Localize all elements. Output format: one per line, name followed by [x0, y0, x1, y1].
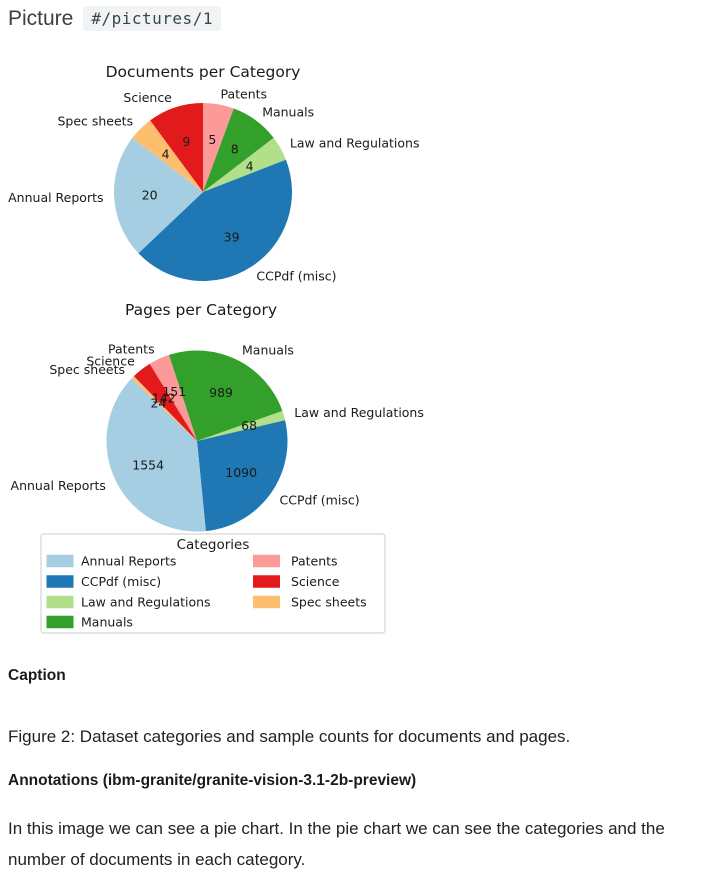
pie-slice: [203, 108, 274, 192]
slice-category-label: Spec sheets: [49, 362, 125, 377]
slice-category-label: Patents: [221, 86, 268, 101]
pie-slice: [149, 354, 197, 441]
slice-value-label: 20: [142, 187, 158, 202]
slice-category-label: CCPdf (misc): [256, 269, 336, 284]
legend-label: Law and Regulations: [81, 595, 211, 610]
pie-slice: [203, 103, 234, 192]
legend-title: Categories: [177, 537, 250, 553]
slice-value-label: 4: [246, 158, 254, 173]
pie-slice: [203, 137, 286, 192]
legend-label: Annual Reports: [81, 554, 176, 569]
legend-label: Science: [291, 574, 340, 589]
pie-slice: [150, 103, 203, 192]
slice-category-label: Spec sheets: [57, 113, 133, 128]
legend-swatch: [46, 615, 74, 629]
legend-swatch: [46, 554, 74, 568]
legend-label: Manuals: [81, 615, 133, 630]
pie-slice: [132, 120, 203, 192]
legend-swatch: [46, 575, 74, 588]
slice-category-label: Science: [86, 354, 135, 369]
slice-category-label: Manuals: [262, 104, 314, 119]
slice-category-label: Manuals: [242, 343, 294, 358]
slice-value-label: 4: [162, 146, 170, 161]
legend-box: [40, 533, 386, 634]
slice-value-label: 39: [224, 230, 240, 245]
slice-value-label: 9: [182, 134, 190, 149]
caption-text: Figure 2: Dataset categories and sample …: [8, 727, 571, 746]
pie-slice: [133, 363, 197, 441]
legend-swatch: [46, 595, 74, 609]
legend-swatch: [253, 595, 280, 609]
slice-value-label: 5: [208, 132, 216, 147]
pie-slice: [138, 159, 293, 282]
legend-label: CCPdf (misc): [81, 574, 161, 589]
pie-slice: [106, 378, 206, 532]
annotation-text: In this image we can see a pie chart. In…: [8, 819, 665, 869]
caption-heading: Caption: [8, 667, 66, 684]
slice-value-label: 151: [162, 384, 186, 399]
picture-path-code: #/pictures/1: [83, 6, 221, 31]
legend-swatch: [253, 554, 280, 568]
slice-category-label: Patents: [108, 341, 155, 356]
slice-category-label: Annual Reports: [8, 190, 103, 205]
slice-value-label: 1554: [132, 457, 164, 472]
pie-slice: [113, 137, 203, 254]
pie-slice: [197, 411, 286, 441]
slice-category-label: Science: [123, 90, 172, 105]
slice-value-label: 68: [241, 418, 257, 433]
slice-value-label: 8: [231, 142, 239, 157]
slice-value-label: 142: [152, 391, 176, 406]
pie-slice: [131, 376, 197, 441]
pie-title: Documents per Category: [106, 63, 301, 81]
legend-swatch: [253, 575, 280, 588]
slice-category-label: CCPdf (misc): [280, 493, 360, 508]
pie-slice: [197, 420, 288, 532]
slice-category-label: Annual Reports: [11, 478, 106, 493]
slice-category-label: Law and Regulations: [290, 136, 420, 151]
pie-slice: [169, 350, 283, 441]
legend-label: Spec sheets: [291, 595, 367, 610]
annotations-heading: Annotations (ibm-granite/granite-vision-…: [8, 772, 417, 789]
picture-label: Picture: [8, 6, 74, 30]
slice-value-label: 989: [209, 385, 233, 400]
slice-value-label: 24: [150, 395, 166, 410]
pie-charts-figure: Documents per Category 5 Patents 8 Manuals 4 L…: [8, 63, 424, 634]
legend-label: Patents: [291, 554, 338, 569]
picture-header: Picture #/pictures/1: [8, 6, 221, 31]
pie-title: Pages per Category: [125, 301, 277, 319]
slice-category-label: Law and Regulations: [294, 405, 424, 420]
slice-value-label: 1090: [225, 465, 257, 480]
